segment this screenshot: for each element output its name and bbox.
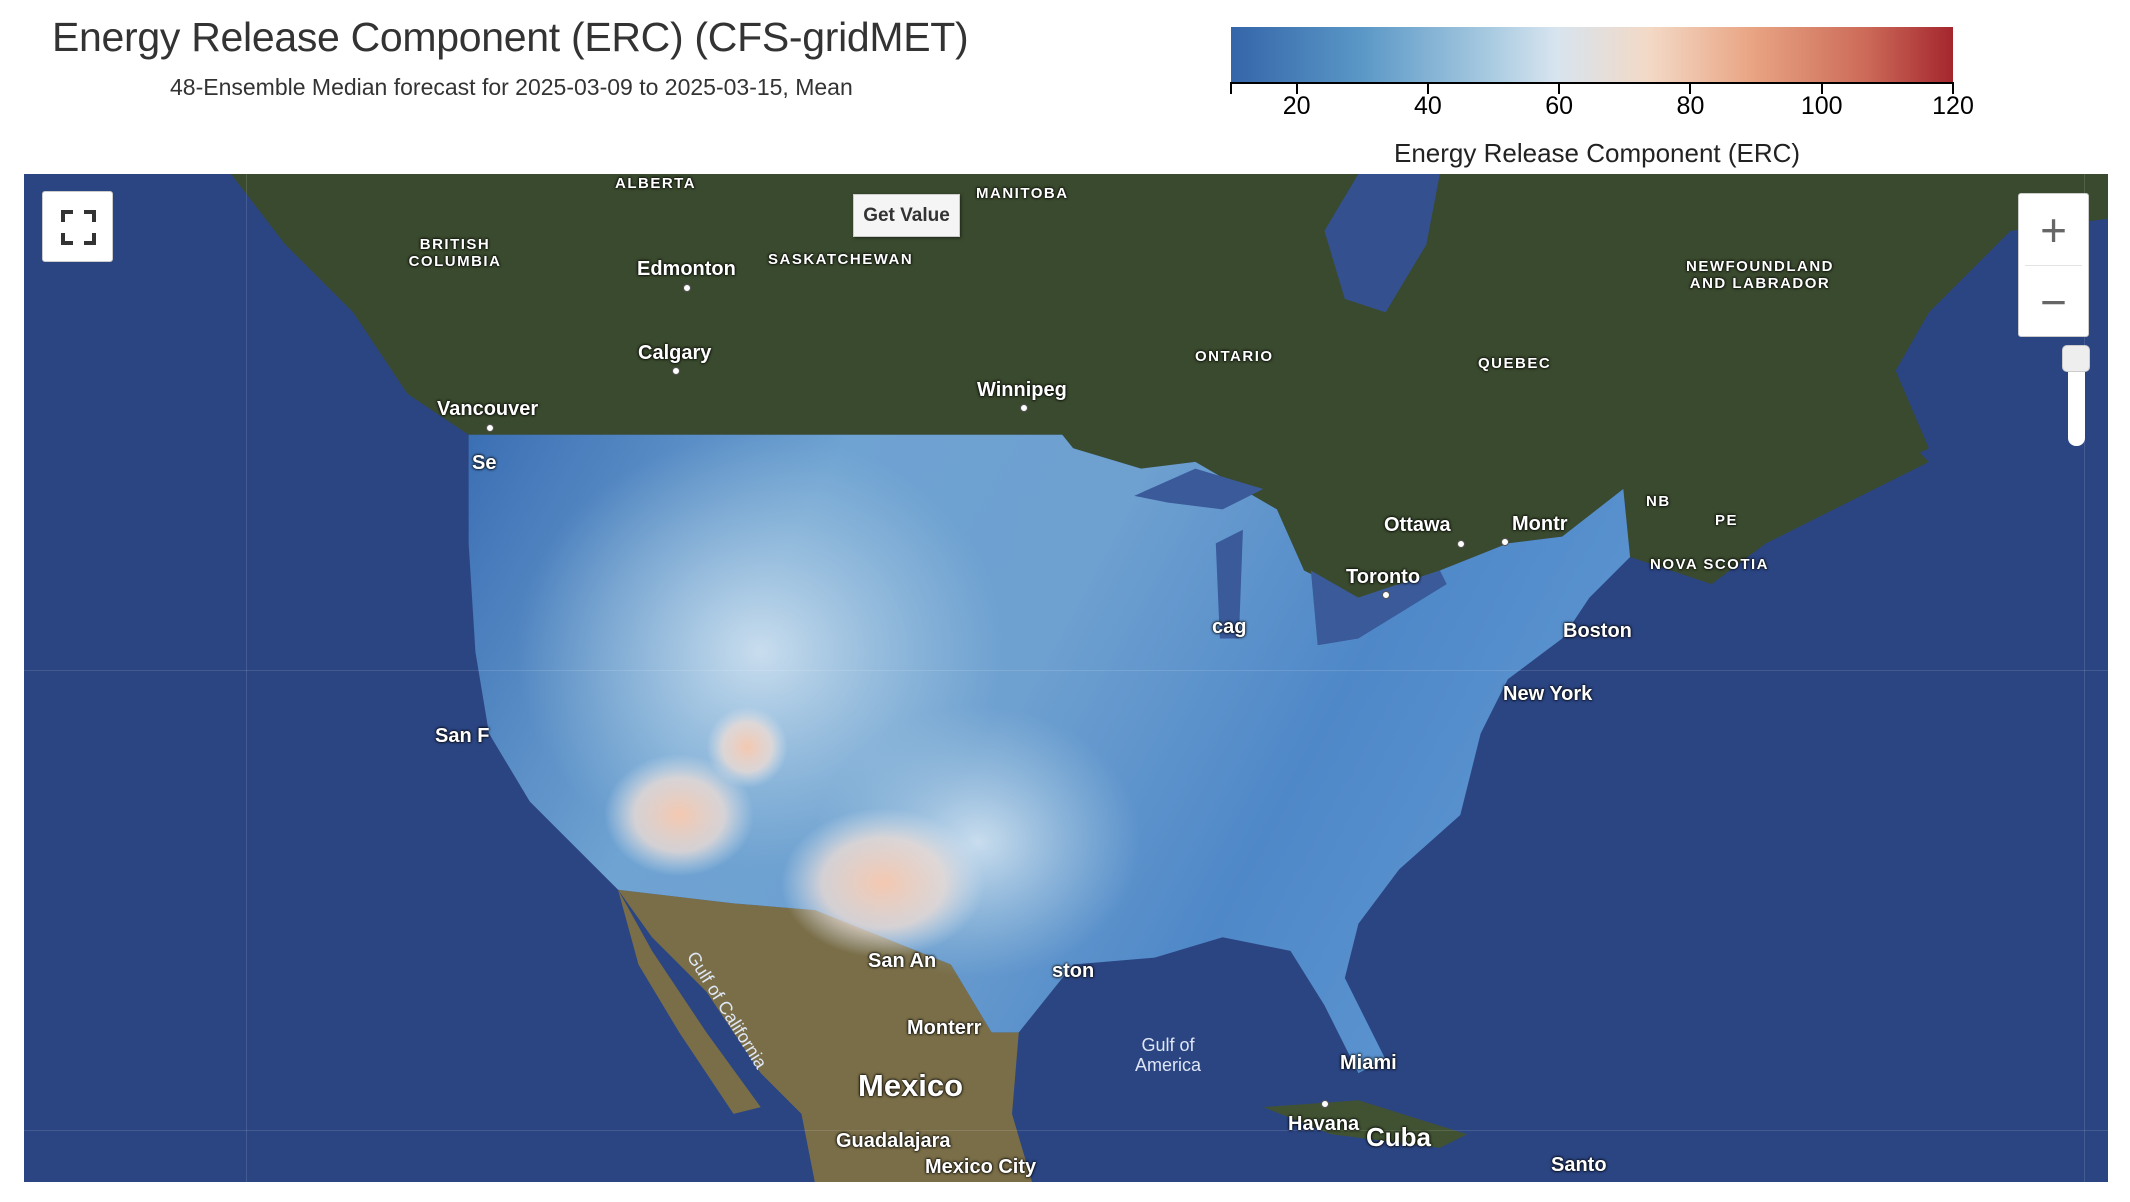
map-label: NEWFOUNDLAND AND LABRADOR <box>1686 258 1834 292</box>
map-label: Miami <box>1340 1052 1397 1074</box>
map-label: Boston <box>1563 620 1632 642</box>
map-label: Mexico <box>858 1068 964 1103</box>
legend-tick <box>1426 82 1429 94</box>
legend-tick-label: 120 <box>1932 92 1974 120</box>
map-label: PE <box>1715 512 1739 529</box>
map-label: Cuba <box>1366 1122 1431 1152</box>
page-subtitle: 48-Ensemble Median forecast for 2025-03-… <box>170 74 853 100</box>
legend-tick <box>1820 82 1823 94</box>
cuba <box>1263 1100 1468 1148</box>
legend-tick-label: 80 <box>1676 92 1705 120</box>
zoom-slider-handle[interactable] <box>2062 345 2090 372</box>
map-label: ston <box>1052 960 1095 982</box>
color-legend-axis <box>1231 82 1953 84</box>
map-label: QUEBEC <box>1478 355 1552 372</box>
legend-tick <box>1558 82 1561 94</box>
map-label: Toronto <box>1346 566 1421 588</box>
newfoundland <box>1820 339 1929 476</box>
map-label: SASKATCHEWAN <box>768 251 914 268</box>
map-label: Havana <box>1288 1113 1360 1135</box>
fullscreen-icon <box>61 210 96 245</box>
map-label: BRITISH COLUMBIA <box>408 236 502 270</box>
legend-tick-label: 20 <box>1282 92 1311 120</box>
map-label: San An <box>868 950 937 972</box>
zoom-out-button[interactable]: − <box>2019 266 2088 338</box>
hudson-bay <box>1324 174 1440 313</box>
city-marker <box>1020 404 1028 412</box>
map-label: Calgary <box>638 342 712 364</box>
city-marker <box>1382 591 1390 599</box>
zoom-control: + − <box>2018 193 2089 337</box>
map-label: Edmonton <box>637 258 736 280</box>
map-label: NOVA SCOTIA <box>1650 556 1770 573</box>
map-view[interactable] <box>24 174 2108 1182</box>
zoom-in-icon: + <box>2040 203 2067 256</box>
city-marker <box>683 284 691 292</box>
map-label: Montr <box>1512 513 1568 535</box>
baja <box>618 889 761 1114</box>
map-label: Ottawa <box>1384 514 1451 536</box>
color-legend-title: Energy Release Component (ERC) <box>1394 138 1801 168</box>
legend-tick-label: 100 <box>1800 92 1843 120</box>
map-label: New York <box>1503 683 1593 705</box>
city-marker <box>486 424 494 432</box>
map-label: Mexico City <box>925 1156 1037 1178</box>
map-label: Santo <box>1551 1154 1607 1176</box>
map-label: Winnipeg <box>977 379 1067 401</box>
legend-tick <box>1689 82 1692 94</box>
zoom-out-icon: − <box>2040 276 2067 328</box>
city-marker <box>1457 540 1465 548</box>
legend-tick-label: 40 <box>1414 92 1442 120</box>
map-label: Se <box>472 452 497 474</box>
legend-tick <box>1230 82 1232 94</box>
legend-tick-label: 60 <box>1545 92 1574 120</box>
map-label: Gulf of America <box>1134 1035 1201 1075</box>
city-marker <box>672 367 680 375</box>
map-label: Vancouver <box>437 398 539 420</box>
legend-tick <box>1952 82 1954 94</box>
map-label: ALBERTA <box>615 175 697 192</box>
canada-land <box>231 174 2108 598</box>
color-legend-bar <box>1231 27 1953 82</box>
map-label: Guadalajara <box>836 1130 951 1152</box>
page-title: Energy Release Component (ERC) (CFS-grid… <box>52 14 969 60</box>
zoom-in-button[interactable]: + <box>2019 194 2088 265</box>
map-label: San F <box>435 725 490 747</box>
map-basemap <box>231 174 2108 1182</box>
map-label: cag <box>1212 616 1247 638</box>
map-label: ONTARIO <box>1195 348 1274 365</box>
map-label: Monterr <box>907 1017 982 1039</box>
city-marker <box>1501 538 1509 546</box>
fullscreen-button[interactable] <box>42 191 113 262</box>
map-label: MANITOBA <box>976 185 1069 202</box>
great-lakes <box>1134 468 1264 510</box>
get-value-button[interactable]: Get Value <box>853 194 960 237</box>
legend-tick <box>1295 82 1298 94</box>
map-label: NB <box>1646 493 1671 510</box>
city-marker <box>1321 1100 1329 1108</box>
